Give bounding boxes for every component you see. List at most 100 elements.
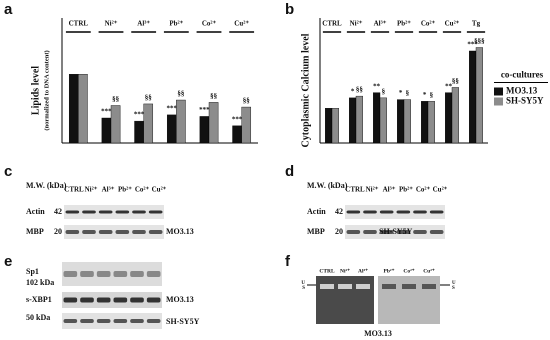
- bar: [445, 92, 453, 144]
- bar: [143, 103, 154, 144]
- significance-mark: ***: [232, 115, 243, 123]
- blot-band: [130, 319, 144, 323]
- blot-band: [80, 297, 94, 303]
- blot: [62, 262, 162, 286]
- mw-label: 20: [54, 227, 62, 236]
- lane-label: Al³⁺: [358, 267, 368, 274]
- bar: [451, 87, 459, 144]
- blot: [64, 205, 164, 219]
- blot-band: [396, 230, 411, 234]
- blot-band: [115, 230, 130, 234]
- significance-mark: §§§: [474, 37, 485, 45]
- bar: [397, 99, 405, 144]
- panel-letter: d: [285, 163, 294, 180]
- row-label: Sp1: [26, 267, 39, 276]
- blot-band: [65, 210, 80, 214]
- significance-mark: §§: [112, 95, 120, 103]
- blot-band: [113, 319, 128, 323]
- row-label: s-XBP1: [26, 295, 52, 304]
- bar: [349, 97, 357, 144]
- mw-label: 42: [54, 207, 62, 216]
- significance-mark: ***: [101, 108, 112, 116]
- significance-mark: ***: [134, 111, 145, 119]
- lane-label: Pb²⁺: [118, 186, 132, 194]
- panel-letter: f: [285, 253, 291, 270]
- gel-band: [382, 284, 396, 289]
- gel: [316, 276, 374, 324]
- significance-mark: **: [373, 82, 381, 90]
- category-label: Tg: [472, 20, 481, 28]
- significance-mark: §: [430, 91, 434, 99]
- category-label: Co²⁺: [421, 20, 436, 28]
- category-label: Ni²⁺: [105, 20, 118, 28]
- gel-band: [320, 284, 334, 289]
- category-label: Cu²⁺: [234, 20, 249, 28]
- significance-mark: §§: [145, 94, 153, 102]
- row-label: MBP: [307, 227, 325, 236]
- significance-mark: §§: [243, 97, 251, 105]
- bar: [166, 114, 177, 144]
- marker-label: U: [452, 281, 456, 286]
- lane-label: Al³⁺: [383, 186, 396, 194]
- blot-band: [363, 230, 377, 234]
- bar: [176, 99, 186, 144]
- category-label: Cu²⁺: [445, 20, 460, 28]
- category-label: Ni²⁺: [350, 20, 363, 28]
- panel-letter: b: [285, 1, 294, 18]
- blot-band: [63, 319, 78, 323]
- lane-label: Cu²⁺: [433, 186, 448, 194]
- blot-band: [80, 271, 94, 277]
- category-label: Pb²⁺: [169, 20, 183, 28]
- gel: [378, 276, 440, 324]
- blot: [64, 225, 164, 239]
- blot-band: [413, 210, 427, 214]
- blot-band: [130, 271, 144, 277]
- blot-band: [148, 210, 163, 214]
- lane-label: Pb²⁺: [399, 186, 413, 194]
- bar: [232, 125, 242, 144]
- legend-swatch: [494, 87, 503, 96]
- bar: [469, 50, 477, 144]
- bar: [68, 74, 79, 144]
- bar: [373, 92, 381, 144]
- blot: [62, 292, 162, 308]
- row-label: Actin: [26, 207, 45, 216]
- blot-band: [96, 319, 111, 323]
- gel-band: [356, 284, 370, 289]
- bar: [325, 108, 333, 144]
- blot-band: [65, 230, 80, 234]
- lane-label: CTRL: [64, 186, 84, 194]
- legend-label: SH-SY5Y: [506, 96, 544, 106]
- marker-label: S: [452, 286, 455, 291]
- mw-header: M.W. (kDa): [26, 181, 67, 190]
- mw-label: 42: [335, 207, 343, 216]
- bar: [475, 47, 483, 144]
- blot-band: [413, 230, 427, 234]
- significance-mark: ***: [467, 41, 478, 49]
- bar: [241, 106, 252, 144]
- lane-label: Cu²⁺: [152, 186, 167, 194]
- blot-band: [82, 210, 96, 214]
- lane-label: CTRL: [345, 186, 365, 194]
- significance-mark: *: [423, 91, 427, 99]
- legend-label: MO3.13: [506, 86, 538, 96]
- bar: [355, 95, 363, 144]
- row-label: Actin: [307, 207, 326, 216]
- row-label: MBP: [26, 227, 44, 236]
- blot-band: [98, 210, 113, 214]
- bar: [134, 120, 144, 144]
- blot-band: [346, 230, 361, 234]
- blot-band: [363, 210, 377, 214]
- bar: [101, 117, 112, 144]
- blot-band: [346, 210, 361, 214]
- lane-label: Ni²⁺: [85, 186, 98, 194]
- blot-band: [113, 297, 128, 303]
- panel-letter: c: [4, 163, 12, 180]
- bar: [427, 101, 435, 144]
- blot-band: [429, 210, 444, 214]
- bar: [110, 105, 121, 144]
- significance-mark: *: [399, 89, 403, 97]
- mw-label: 50 kDa: [26, 313, 50, 322]
- blot-band: [379, 210, 394, 214]
